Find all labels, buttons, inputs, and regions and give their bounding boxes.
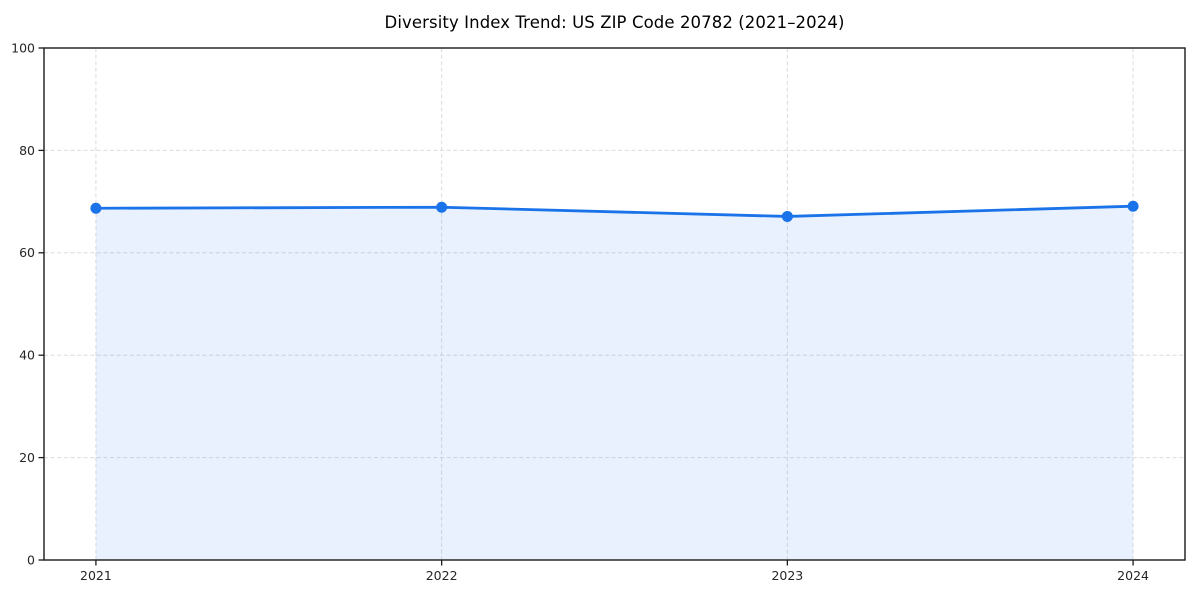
y-tick-label: 100 bbox=[11, 40, 35, 55]
y-tick-label: 40 bbox=[19, 348, 35, 363]
plot-border bbox=[43, 47, 1186, 561]
data-point-marker bbox=[90, 202, 102, 214]
y-tick-label: 80 bbox=[19, 143, 35, 158]
series-line bbox=[94, 204, 1135, 218]
x-tick-label: 2023 bbox=[771, 568, 803, 583]
chart-title: Diversity Index Trend: US ZIP Code 20782… bbox=[384, 13, 845, 32]
x-tick-label: 2022 bbox=[426, 568, 458, 583]
y-tick-label: 20 bbox=[19, 450, 35, 465]
series-area-fill bbox=[95, 206, 1134, 560]
data-point-marker bbox=[436, 201, 448, 213]
x-tick-label: 2024 bbox=[1117, 568, 1149, 583]
data-point-marker bbox=[1127, 200, 1139, 212]
y-tick-label: 60 bbox=[19, 245, 35, 260]
data-point-marker bbox=[781, 210, 793, 222]
x-tick-label: 2021 bbox=[80, 568, 112, 583]
y-tick-label: 0 bbox=[27, 552, 35, 567]
